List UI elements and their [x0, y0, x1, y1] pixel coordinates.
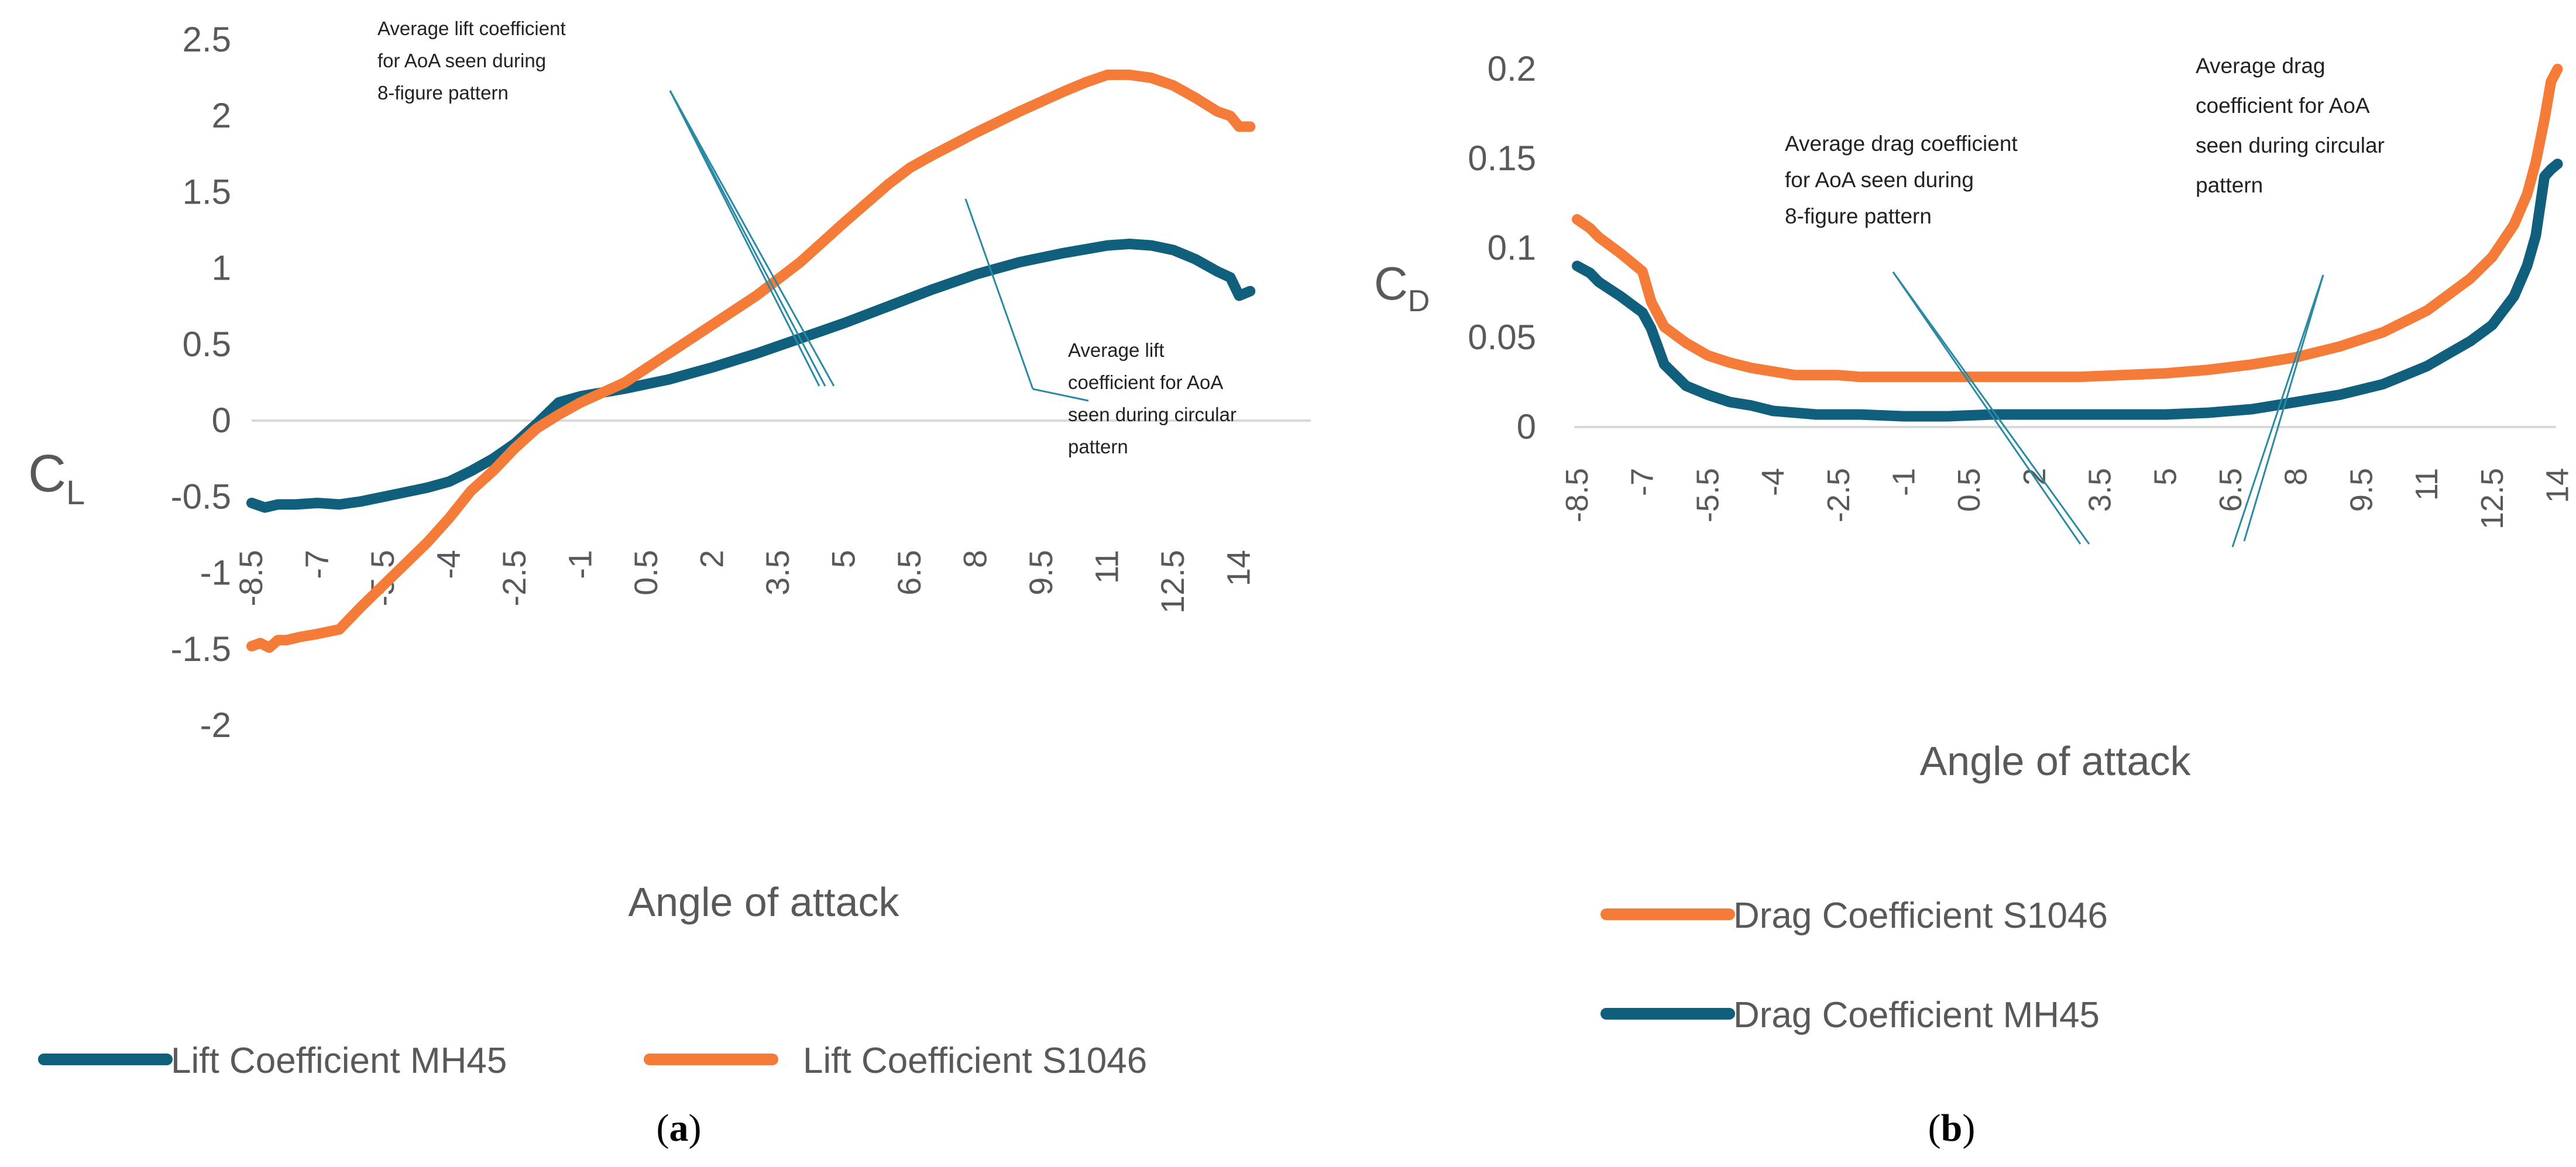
annotation-leader-line [1892, 271, 2082, 545]
chart-b-x-title: Angle of attack [1919, 738, 2191, 784]
chart-b-legend: Drag Coefficient S1046 Drag Coefficient … [1600, 896, 2108, 1035]
x-tick-label: -4 [1756, 468, 1791, 496]
y-tick-label: 0.2 [1488, 49, 1536, 88]
chart-b-annotation-8figure: Average drag coefficient for AoA seen du… [1785, 132, 2024, 228]
x-tick-label: 5 [2148, 468, 2183, 486]
x-tick-label: 6.5 [891, 550, 928, 595]
legend-label-drag-mh45: Drag Coefficient MH45 [1733, 995, 2100, 1035]
x-tick-label: 12.5 [1154, 550, 1191, 614]
y-tick-label: 0 [212, 401, 231, 440]
x-tick-label: -5.5 [1690, 468, 1725, 522]
chart-a-series [246, 69, 1256, 653]
x-tick-label: 11 [1088, 550, 1125, 584]
chart-a-legend: Lift Coefficient MH45 Lift Coefficient S… [38, 1041, 1147, 1081]
chart-a-x-title: Angle of attack [628, 879, 899, 925]
chart-a-y-title: CL [28, 445, 85, 512]
x-tick-label: 6.5 [2213, 468, 2248, 512]
annotation-leader-line [2243, 274, 2324, 542]
y-tick-label: 1.5 [183, 172, 231, 211]
x-tick-label: 8 [957, 550, 994, 568]
x-tick-label: -7 [1625, 468, 1660, 496]
series-line-drag-coefficient-s1046 [1572, 64, 2563, 383]
chart-b-y-title: CD [1374, 257, 1430, 318]
chart-a-annotation-8figure: Average lift coefficient for AoA seen du… [377, 18, 571, 104]
annotation-leader-line [669, 90, 835, 387]
chart-b-series [1572, 64, 2563, 422]
x-tick-label: 14 [2540, 468, 2575, 503]
annotation-leader-line [2231, 274, 2324, 548]
y-tick-label: 0.1 [1488, 228, 1536, 267]
y-tick-label: 2 [212, 96, 231, 135]
x-tick-label: 8 [2279, 468, 2314, 486]
x-tick-label: 12.5 [2475, 468, 2510, 529]
x-tick-label: 3.5 [2083, 468, 2118, 512]
annotation-leader-line [1892, 271, 2090, 545]
series-line-lift-coefficient-s1046 [246, 69, 1256, 653]
x-tick-label: 11 [2409, 468, 2444, 501]
x-tick-label: -4 [430, 550, 467, 579]
chart-b-drag: 0.20.150.10.050 -8.5-7-5.5-4-2.5-10.523.… [1374, 49, 2575, 1149]
x-tick-label: 9.5 [2344, 468, 2379, 512]
series-line-drag-coefficient-mh45 [1572, 159, 2563, 422]
y-tick-label: 1 [212, 249, 231, 288]
x-tick-label: 9.5 [1022, 550, 1059, 595]
chart-a-x-ticks: -8.5 -7 -5.5 -4 -2.5 -1 0.5 2 3.5 5 6.5 8 9.5 11 12.5 1… [232, 550, 1257, 614]
chart-a-caption: (a) [657, 1107, 702, 1149]
legend-label-drag-s1046: Drag Coefficient S1046 [1733, 896, 2108, 936]
y-tick-label: 0 [1517, 407, 1536, 446]
chart-b-caption: (b) [1928, 1107, 1976, 1149]
x-tick-label: 0.5 [627, 550, 664, 595]
chart-a-annotation-circular: Average lift coefficient for AoA seen du… [1068, 339, 1242, 457]
x-tick-label: -1 [1887, 468, 1922, 496]
legend-label-s1046: Lift Coefficient S1046 [803, 1041, 1147, 1081]
chart-a-y-ticks: 2.5 2 1.5 1 0.5 0 -0.5 -1 -1.5 -2 [171, 20, 231, 745]
x-tick-label: -7 [298, 550, 335, 579]
chart-b-x-ticks: -8.5-7-5.5-4-2.5-10.523.556.589.51112.51… [1560, 468, 2575, 529]
y-tick-label: -1.5 [171, 629, 231, 669]
x-tick-label: -8.5 [1560, 468, 1595, 522]
y-tick-label: 2.5 [183, 20, 231, 59]
chart-a-lift: 2.521.510.50-0.5-1-1.5-2 -8.5 -7 -5.5 -4 -2.… [28, 18, 1311, 1149]
x-tick-label: 3.5 [759, 550, 796, 595]
x-tick-label: 2 [693, 550, 730, 568]
y-tick-label: 0.05 [1468, 318, 1536, 357]
x-tick-label: 0.5 [1952, 468, 1987, 512]
annotation-leader-line [1032, 388, 1089, 402]
chart-b-annotation-lines [1892, 271, 2324, 548]
y-tick-label: -0.5 [171, 477, 231, 516]
series-line-lift-coefficient-mh45 [246, 239, 1256, 513]
y-tick-label: 0.15 [1468, 139, 1536, 178]
annotation-leader-line [964, 198, 1034, 390]
y-tick-label: 0.5 [183, 325, 231, 364]
chart-a-annotation-lines [669, 90, 1089, 402]
x-tick-label: -2.5 [496, 550, 533, 607]
y-tick-label: -2 [200, 705, 231, 745]
x-tick-label: -2.5 [1821, 468, 1856, 522]
x-tick-label: -8.5 [232, 550, 269, 607]
x-tick-label: 5 [825, 550, 862, 568]
chart-b-y-ticks: 0.2 0.15 0.1 0.05 0 [1468, 49, 1536, 446]
chart-b-annotation-circular: Average drag coefficient for AoA seen du… [2196, 54, 2390, 197]
annotation-leader-line [669, 90, 826, 387]
x-tick-label: -1 [562, 550, 599, 579]
y-tick-label: -1 [200, 553, 231, 593]
x-tick-label: 14 [1220, 550, 1257, 586]
legend-label-mh45: Lift Coefficient MH45 [171, 1041, 507, 1081]
